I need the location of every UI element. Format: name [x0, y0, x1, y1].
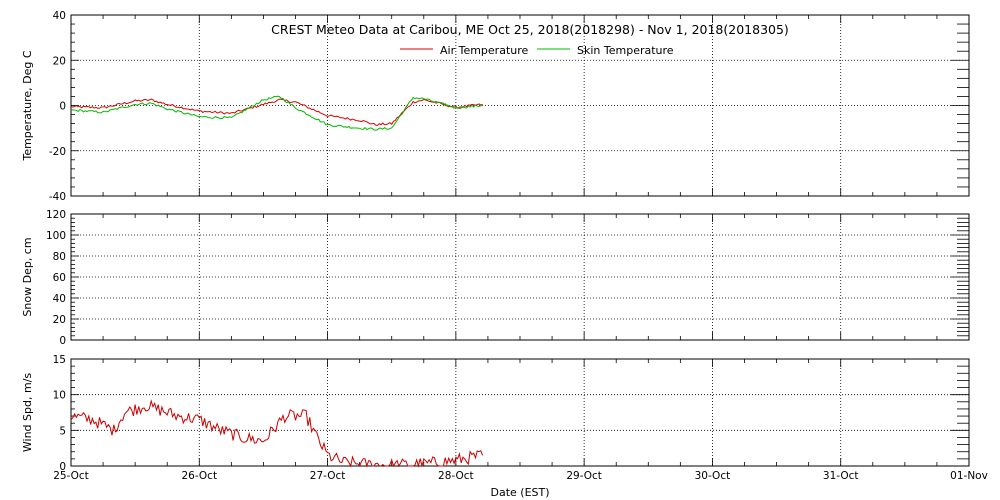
x-tick-label: 29-Oct: [566, 470, 602, 482]
x-tick-label: 26-Oct: [181, 470, 217, 482]
y-tick-label: 120: [46, 209, 66, 221]
x-tick-label: 31-Oct: [823, 470, 859, 482]
y-axis-label: Temperature, Deg C: [21, 50, 34, 161]
y-tick-label: 0: [59, 461, 66, 473]
y-tick-label: -40: [49, 191, 66, 203]
panel-frame: [70, 14, 970, 197]
panel-3: 0 5 10 15 Wind Spd, m/s: [21, 354, 970, 473]
x-axis-label: Date (EST): [490, 486, 549, 499]
y-tick-label: -20: [49, 146, 66, 158]
y-tick-label: 40: [53, 293, 66, 305]
x-tick-label: 30-Oct: [695, 470, 731, 482]
y-tick-label: 5: [59, 425, 66, 437]
y-tick-label: 20: [53, 55, 66, 67]
y-tick-label: 60: [53, 272, 66, 284]
legend-label: Skin Temperature: [577, 44, 674, 57]
y-tick-label: 100: [46, 230, 66, 242]
x-tick-label: 27-Oct: [310, 470, 346, 482]
y-tick-label: 40: [53, 10, 66, 22]
panel-2: 0 20 40 60 80 100 120 Snow Dep, cm: [21, 209, 970, 347]
legend: Air Temperature Skin Temperature: [400, 44, 674, 57]
chart-title: CREST Meteo Data at Caribou, ME Oct 25, …: [271, 22, 789, 37]
x-axis: 25-Oct 26-Oct 27-Oct 28-Oct 29-Oct 30-Oct 31-O…: [53, 470, 988, 482]
series-air-temperature: [70, 98, 483, 127]
x-tick-label: 25-Oct: [53, 470, 89, 482]
series-skin-temperature: [70, 95, 483, 131]
panel-frame: [70, 358, 970, 467]
y-axis-label: Wind Spd, m/s: [21, 373, 34, 453]
y-tick-label: 0: [59, 101, 66, 113]
series-wind-speed: [70, 399, 484, 468]
x-tick-label: 01-Nov: [950, 470, 988, 482]
legend-label: Air Temperature: [440, 44, 529, 57]
y-axis-label: Snow Dep, cm: [21, 237, 34, 316]
panel-1: -40 -20 0 20 40 Temperature, Deg C Air Tempera…: [21, 10, 970, 203]
panels-group: -40 -20 0 20 40 Temperature, Deg C Air Tempera…: [21, 10, 970, 473]
x-tick-label: 28-Oct: [438, 470, 474, 482]
y-tick-label: 80: [53, 251, 66, 263]
y-tick-label: 10: [53, 390, 66, 402]
y-tick-label: 0: [59, 335, 66, 347]
y-tick-label: 15: [53, 354, 66, 366]
panel-frame: [70, 213, 970, 341]
y-tick-label: 20: [53, 314, 66, 326]
